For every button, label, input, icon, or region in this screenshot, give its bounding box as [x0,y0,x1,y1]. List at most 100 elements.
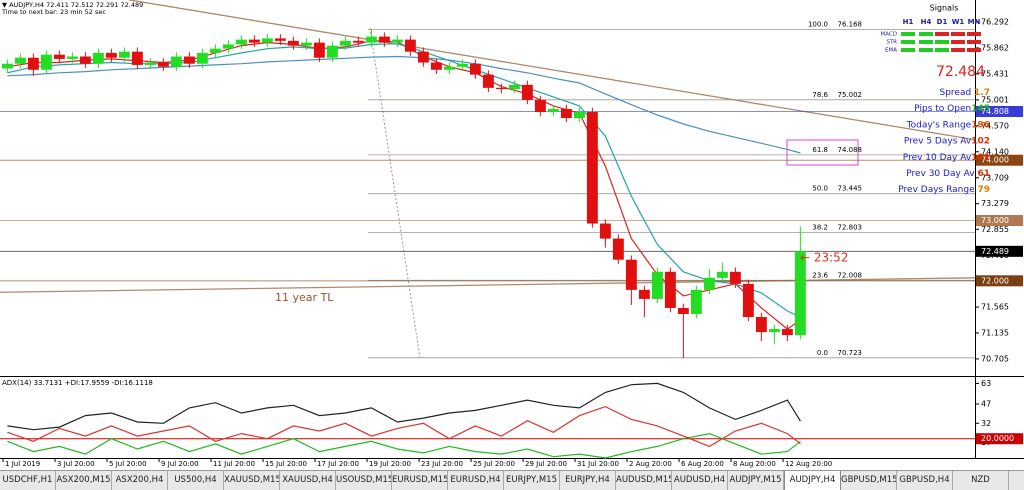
y-tick-label: 71.565 [981,303,1009,312]
x-tick-label: 19 Jul 20:00 [369,460,411,468]
level-tag [976,154,1023,166]
symbol-tab[interactable]: ASX200,H4 [112,471,168,490]
stat: Today's Range196 [906,120,990,130]
symbol-tab[interactable]: XAUUSD,H4 [280,471,336,490]
signal-cell [935,40,949,44]
level-tag [976,245,1023,257]
candle-body [1,63,13,69]
symbol-tab[interactable]: NZD [953,471,1009,490]
candle-body [768,329,780,333]
signal-cell [951,32,965,36]
candle-body [170,56,182,67]
candle-body [261,38,273,43]
candle-body [53,54,65,59]
candle-body [586,111,598,224]
trendline [128,0,976,141]
x-tick-label: 12 Aug 20:00 [785,460,832,468]
candle-body [651,271,663,299]
stat-value: 102 [971,136,990,146]
candle-body [612,238,624,260]
symbol-tab[interactable]: AUDUSD,H4 [672,471,728,490]
y-tick-label: 63 [981,379,991,388]
fib-level: 100.0 [808,20,828,28]
candle-body [534,99,546,112]
x-tick-label: 5 Jul 20:00 [109,460,147,468]
candle-body [703,277,715,290]
x-tick-label: 3 Jul 20:00 [57,460,95,468]
level-label: 73.000 [981,216,1009,225]
x-tick-label: 11 Jul 20:00 [213,460,255,468]
stat-value: 61 [977,169,990,179]
signal-column: MN [968,18,981,26]
candle-body [105,52,117,58]
indicator-title: ADX(14) 33.7131 +DI:17.9559 -DI:16.1118 [2,379,153,387]
signal-cell [967,32,981,36]
fib-level: 50.0 [812,185,828,193]
symbol-tab[interactable]: USOUSD,M15 [336,471,392,490]
fib-price: 75.002 [838,91,863,99]
bar-timer: Time to next bar: 23 min 52 sec [1,8,106,16]
symbol-tab[interactable]: USDCHF,H1 [0,471,56,490]
symbol-tab[interactable]: XAUUSD,M15 [224,471,280,490]
stat: Prev 30 Day Av 61 [906,169,990,179]
candle-body [352,40,364,43]
candle-body [326,45,338,58]
signal-cell [967,40,981,44]
candle-body [300,42,312,46]
signal-cell [901,32,915,36]
candle-body [729,271,741,284]
stat-value: 1.7 [974,88,990,98]
candle-body [456,63,468,67]
fib-price: 76.168 [838,20,863,28]
candle-body [664,271,676,308]
level-tag [976,215,1023,227]
x-tick-label: 25 Jul 20:00 [473,460,515,468]
symbol-tab[interactable]: EURJPY,M15 [504,471,560,490]
symbol-tab[interactable]: EURJPY,H4 [560,471,616,490]
symbol-tab[interactable]: ASX200,M15 [56,471,112,490]
signal-column: D1 [937,18,948,26]
candle-body [547,108,559,112]
signal-column: W1 [952,18,965,26]
stat-value: 101 [971,152,990,162]
symbol-tab[interactable]: AUDJPY,H4 [784,471,841,490]
candle-body [287,40,299,46]
symbol-tab[interactable]: AUDJPY,M15 [728,471,784,490]
candle-body [313,42,325,58]
symbol-tab[interactable]: AUDUSD,M15 [616,471,672,490]
candle-body [157,62,169,67]
candle-body [443,66,455,70]
y-tick-label: 72.855 [981,225,1009,234]
y-tick-label: 32 [981,419,991,428]
symbol-tab[interactable]: US500,H4 [168,471,224,490]
signal-cell [935,32,949,36]
symbol-tab[interactable]: EURUSD,M15 [392,471,448,490]
y-tick-label: 75.862 [981,43,1009,52]
terminal-chart: ▼ AUDJPY,H4 72.411 72.512 72.291 72.489 … [0,0,1024,470]
stat-value: 196 [971,120,990,130]
candle-body [690,289,702,314]
symbol-tab[interactable]: EURUSD,H4 [448,471,504,490]
stat-label: Prev Days Range [898,185,977,195]
candle-body [248,39,260,43]
signal-column: H1 [903,18,914,26]
candle-body [118,51,130,58]
candle-body [131,51,143,65]
candle-body [235,39,247,45]
fib-price: 72.803 [838,223,863,231]
signals-title: Signals [930,4,959,13]
candle-body [66,56,78,59]
level-label: 72.000 [981,276,1009,285]
level-tag [976,433,1023,445]
symbol-tab[interactable]: GBPUSD,M15 [841,471,897,490]
signal-cell [967,48,981,52]
signal-cell [901,48,915,52]
chart-header: ▼ AUDJPY,H4 72.411 72.512 72.291 72.489 [2,1,143,9]
fib-price: 70.723 [838,349,863,357]
candle-body [92,52,104,64]
x-tick-label: 31 Jul 20:00 [577,460,619,468]
symbol-tab[interactable]: GBPUSD,H4 [897,471,953,490]
signal-cell [935,48,949,52]
indicator-line [7,432,801,459]
candle-body [638,289,650,299]
